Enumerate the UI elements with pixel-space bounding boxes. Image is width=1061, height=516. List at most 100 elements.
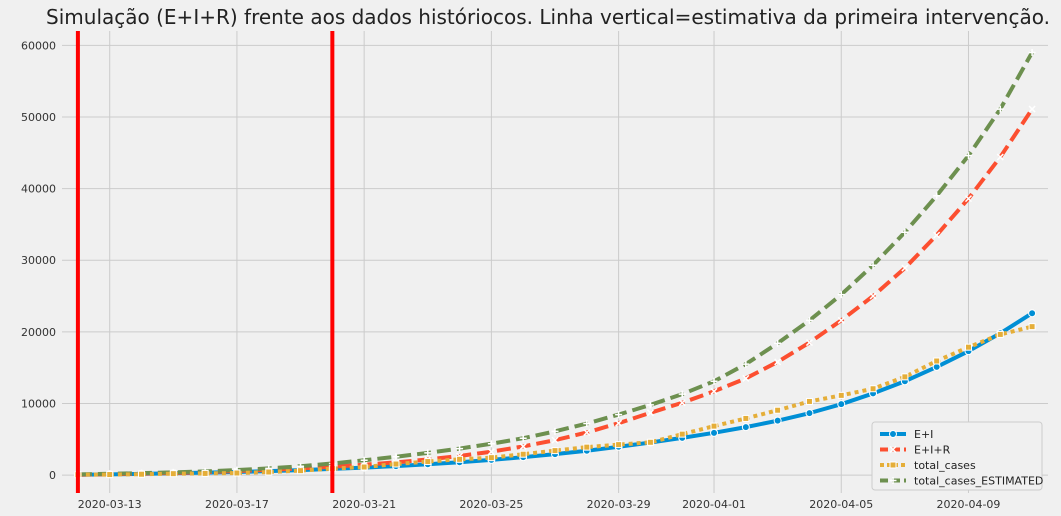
data-point-total-cases [646,438,654,446]
data-point-e-i-r [837,316,845,324]
data-point-total-cases-estimated [392,453,400,461]
x-tick-label: 2020-03-17 [205,498,269,511]
y-tick-label: 20000 [21,326,56,339]
legend-item-total-cases-estimated: total_cases_ESTIMATED [880,475,1043,488]
data-point-e-i-r [933,231,941,239]
data-point-total-cases [964,343,972,351]
data-point-total-cases-estimated [456,445,464,453]
data-point-total-cases-estimated [742,360,750,368]
data-point-total-cases-estimated [678,390,686,398]
data-point-total-cases-estimated [424,449,432,457]
x-tick-label: 2020-03-21 [332,498,396,511]
data-point-e-i-r [487,448,495,456]
series-layer [73,48,1037,479]
legend-label: total_cases [914,459,976,472]
data-point-e-i-r [964,195,973,203]
data-point-total-cases-estimated [901,228,909,236]
data-point-total-cases [996,330,1004,338]
data-point-total-cases-estimated [360,456,368,464]
data-point-total-cases [901,373,909,381]
data-point-e-i-r [774,358,782,366]
data-point-total-cases [742,414,750,422]
data-point-total-cases-estimated [933,192,941,200]
y-tick-label: 60000 [21,39,56,52]
data-point-total-cases [869,385,877,393]
data-point-total-cases-estimated [519,434,527,442]
y-tick-label: 50000 [21,111,56,124]
data-point-e-i-r [710,387,718,395]
data-point-total-cases [233,469,241,477]
data-point-total-cases [487,454,495,462]
legend-item-e-i-r: E+I+R [880,444,951,457]
legend-item-total-cases: total_cases [880,459,976,472]
x-tick-label: 2020-04-01 [682,498,746,511]
x-tick-label: 2020-03-13 [78,498,142,511]
data-point-total-cases [615,441,623,449]
chart-title: Simulação (E+I+R) frente aos dados histó… [46,5,1050,29]
data-point-total-cases [392,460,400,468]
data-point-e-i-r [805,339,813,347]
data-point-e-i-r [996,153,1004,161]
data-point-total-cases-estimated [869,261,877,269]
data-point-total-cases [583,443,591,451]
plot-background [62,31,1048,493]
data-point-e-i [773,416,782,425]
data-point-e-i-r [869,292,877,300]
data-point-total-cases [837,391,845,399]
data-point-total-cases-estimated [805,316,813,324]
data-point-total-cases-estimated [964,152,972,160]
data-point-total-cases-estimated [837,291,845,299]
data-point-total-cases [805,397,813,405]
x-tick-label: 2020-03-25 [459,498,523,511]
data-point-total-cases [106,471,114,479]
data-point-e-i-r [615,419,623,427]
y-tick-label: 30000 [21,254,56,267]
legend-marker [889,445,897,454]
grid-layer [62,31,1048,493]
tick-labels-layer: 0 10000 20000 30000 40000 50000 60000 2020-03-1… [21,39,1000,511]
data-point-total-cases [169,470,177,478]
data-point-e-i [710,428,719,437]
data-point-total-cases-estimated [583,420,591,428]
legend-marker [889,430,897,438]
legend-box [871,421,1043,491]
data-point-total-cases [265,468,273,476]
data-point-total-cases-estimated [1028,48,1036,56]
data-point-e-i-r [519,442,527,450]
data-point-e-i [1028,309,1037,318]
data-point-e-i-r [678,399,686,407]
y-tick-label: 0 [49,469,56,482]
data-point-total-cases [424,458,432,466]
data-point-total-cases [201,469,209,477]
data-point-total-cases [678,430,686,438]
legend-marker [889,477,897,484]
data-point-total-cases [1028,323,1036,331]
data-point-total-cases-estimated [710,377,718,385]
x-tick-label: 2020-03-29 [587,498,651,511]
y-tick-label: 10000 [21,397,56,410]
data-point-e-i-r [551,436,559,444]
data-point-total-cases [138,470,146,478]
data-point-total-cases [456,455,464,463]
data-point-e-i-r [901,264,909,272]
legend-label: total_cases_ESTIMATED [914,475,1043,488]
data-point-e-i [805,409,814,418]
data-point-e-i-r [742,374,750,382]
data-point-total-cases-estimated [996,105,1004,113]
y-tick-label: 40000 [21,183,56,196]
data-point-total-cases [710,422,718,430]
legend-label: E+I [914,428,933,441]
data-point-total-cases [297,467,305,475]
data-point-total-cases-estimated [646,401,654,409]
data-point-e-i [837,400,846,409]
data-point-total-cases [360,463,368,471]
data-point-total-cases-estimated [551,427,559,435]
data-point-total-cases-estimated [487,440,495,448]
data-point-e-i-r [583,428,591,437]
data-point-total-cases-estimated [774,339,782,347]
data-point-total-cases [933,357,941,365]
x-tick-label: 2020-04-09 [937,498,1001,511]
data-point-total-cases [551,447,559,455]
